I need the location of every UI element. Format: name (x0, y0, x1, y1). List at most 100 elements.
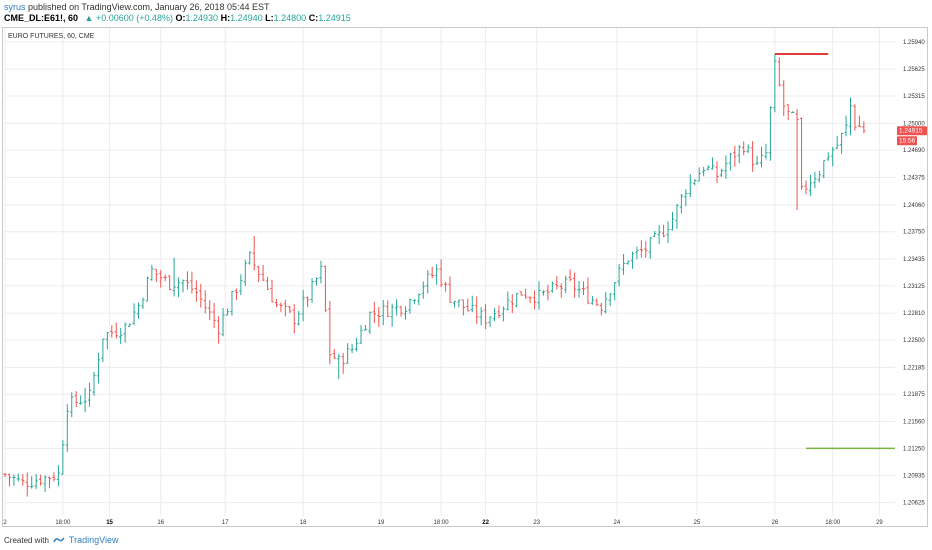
ohlc-bar (292, 304, 296, 334)
change-value: ▲ +0.00600 (+0.48%) (84, 13, 174, 23)
ohlc-bar (670, 212, 675, 231)
chart-title: EURO FUTURES, 60, CME (8, 33, 95, 40)
ohlc-bar (635, 246, 639, 260)
ohlc-bar (488, 316, 492, 328)
ohlc-bar (310, 278, 314, 303)
ohlc-bar (341, 353, 345, 374)
ohlc-bar (519, 291, 523, 296)
y-tick-label: 1.23435 (903, 257, 925, 263)
ohlc-bar (826, 152, 830, 161)
ohlc-bar (448, 276, 452, 303)
x-tick-label: 23 (533, 520, 540, 526)
ohlc-bar (239, 274, 243, 296)
ohlc-bar (844, 115, 848, 137)
y-tick-label: 1.22810 (903, 311, 925, 317)
ohlc-bar (862, 121, 866, 134)
x-tick-label: 25 (694, 520, 701, 526)
ohlc-bar (150, 264, 154, 281)
y-tick-label: 1.25940 (903, 40, 925, 46)
ohlc-bar (61, 440, 65, 475)
last-price-box (897, 126, 927, 136)
ohlc-bar (257, 266, 261, 283)
ohlc-bar (234, 288, 238, 301)
ohlc-bar (492, 308, 497, 322)
ohlc-bar (114, 322, 118, 339)
ohlc-bar (96, 352, 101, 384)
ohlc-bar (346, 343, 350, 364)
ohlc-bar (524, 288, 528, 299)
ohlc-bar (225, 308, 230, 316)
ohlc-bar (541, 290, 546, 296)
ohlc-bar (777, 57, 781, 87)
x-tick-label: 22 (482, 520, 489, 526)
y-tick-label: 1.24690 (903, 148, 925, 154)
close-value: 1.24915 (318, 13, 351, 23)
y-tick-label: 1.20935 (903, 474, 925, 480)
ohlc-bar (470, 295, 474, 313)
ohlc-bar (466, 298, 470, 312)
ohlc-bar (684, 189, 688, 207)
y-tick-label: 1.21875 (903, 392, 925, 398)
ohlc-bar (12, 474, 16, 486)
high-label: H: (220, 13, 231, 23)
ohlc-bar (666, 221, 670, 243)
ohlc-bar (737, 144, 741, 164)
ohlc-bar (501, 306, 505, 322)
ohlc-bar (755, 155, 759, 166)
ohlc-bar (461, 299, 465, 316)
ohlc-bar (47, 476, 52, 489)
ohlc-bar (848, 97, 853, 136)
ohlc-bar (515, 292, 519, 308)
x-tick-label: 19 (378, 520, 385, 526)
ohlc-bar (368, 311, 372, 335)
open-value: 1.24930 (185, 13, 219, 23)
ohlc-bar (817, 170, 821, 183)
ohlc-bar (715, 161, 719, 184)
y-tick-label: 1.24060 (903, 203, 925, 209)
ohlc-bar (408, 298, 412, 314)
author-link[interactable]: syrus (4, 2, 26, 12)
ohlc-bar (119, 328, 123, 345)
x-tick-label: 18 (300, 520, 307, 526)
ohlc-bar (768, 106, 772, 161)
ohlc-bar (510, 294, 514, 313)
ohlc-bar (21, 474, 25, 486)
ohlc-bar (350, 344, 354, 354)
ohlc-bar (724, 155, 728, 179)
ohlc-bar (746, 144, 750, 153)
chart-frame (2, 27, 928, 527)
open-label: O: (175, 13, 186, 23)
ohlc-bar (595, 298, 599, 307)
x-tick-label: 18:00 (434, 520, 450, 526)
ohlc-bar (764, 144, 768, 160)
ohlc-bar (123, 322, 127, 343)
tradingview-brand-link[interactable]: TradingView (68, 535, 119, 545)
ohlc-bar (34, 473, 38, 489)
low-value: 1.24800 (273, 13, 307, 23)
ohlc-bar (675, 203, 679, 229)
ohlc-bar (386, 300, 390, 318)
ohlc-bar (176, 277, 181, 298)
ohlc-bar (359, 325, 363, 345)
ohlc-bar (426, 270, 430, 294)
ohlc-bar (719, 168, 724, 177)
high-value: 1.24940 (230, 13, 263, 23)
countdown-value: 15:56 (899, 138, 916, 145)
ohlc-bar (439, 259, 443, 288)
ohlc-bar (537, 281, 541, 310)
ohlc-bar (261, 264, 265, 282)
ohlc-bar (613, 282, 617, 301)
x-tick-label: 15 (106, 520, 113, 526)
ohlc-bar (497, 305, 501, 319)
ohlc-bar (599, 302, 603, 316)
ohlc-bar (417, 293, 421, 306)
ohlc-bar (399, 305, 403, 317)
ohlc-bar (435, 264, 439, 285)
ohlc-bar (128, 323, 132, 327)
ohlc-bar (808, 174, 813, 196)
price-axis[interactable]: 1.25940 1.25625 1.25315 1.25000 1.24690 1.243… (903, 40, 925, 507)
time-axis[interactable]: 2 18:00 15 16 17 18 19 18:00 22 23 24 25 26 18:00 29 (3, 520, 883, 526)
y-tick-label: 1.21560 (903, 420, 925, 426)
ohlc-bar (377, 306, 381, 327)
